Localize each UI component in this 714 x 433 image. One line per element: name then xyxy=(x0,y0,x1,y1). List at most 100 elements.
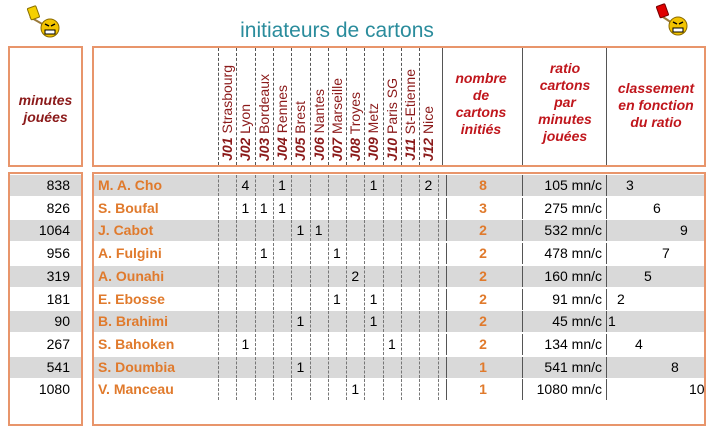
column-divider xyxy=(272,356,274,378)
column-divider xyxy=(382,311,384,333)
card-count xyxy=(255,266,273,287)
card-count xyxy=(328,198,346,219)
yellow-card-angry-face-icon xyxy=(26,5,60,38)
card-count xyxy=(236,266,254,287)
column-divider xyxy=(272,197,274,219)
column-divider xyxy=(236,220,238,242)
column-divider xyxy=(419,288,421,310)
card-count xyxy=(218,289,236,310)
card-count: 1 xyxy=(296,358,305,375)
column-divider xyxy=(364,356,366,378)
column-divider xyxy=(327,243,329,265)
card-count xyxy=(291,379,309,400)
minutes-value: 956 xyxy=(46,245,70,262)
card-count: 1 xyxy=(278,199,286,216)
column-divider xyxy=(291,197,293,219)
card-count xyxy=(291,334,309,355)
minutes-value: 319 xyxy=(46,267,70,284)
column-divider xyxy=(522,175,523,196)
column-divider xyxy=(606,220,607,242)
card-count xyxy=(236,243,254,264)
card-count xyxy=(218,334,236,355)
column-divider xyxy=(382,288,384,310)
column-divider xyxy=(346,175,348,196)
player-name: M. A. Cho xyxy=(98,177,163,193)
card-count xyxy=(328,266,346,287)
card-count xyxy=(310,379,328,400)
card-count xyxy=(273,357,291,378)
column-divider xyxy=(606,379,607,401)
column-divider xyxy=(254,333,256,355)
column-divider xyxy=(272,311,274,333)
column-divider xyxy=(401,175,402,196)
card-count xyxy=(255,379,273,400)
player-name: A. Ounahi xyxy=(98,267,165,284)
table-row: A. Ounahi 2 2 160 mn/c 5 xyxy=(94,265,704,287)
card-count xyxy=(383,311,401,332)
column-divider xyxy=(419,220,421,242)
column-divider xyxy=(309,356,311,378)
column-divider xyxy=(522,288,523,310)
column-divider xyxy=(446,356,447,378)
table-row-minutes: 541 xyxy=(10,356,81,378)
column-divider xyxy=(346,265,348,287)
column-divider xyxy=(218,333,219,355)
total-cards: 3 xyxy=(479,199,487,216)
card-count xyxy=(255,334,273,355)
card-count xyxy=(383,175,401,196)
card-count xyxy=(401,379,419,400)
card-count xyxy=(401,357,419,378)
card-count xyxy=(383,198,401,219)
column-divider xyxy=(327,288,329,310)
card-count xyxy=(346,334,364,355)
player-name: S. Doumbia xyxy=(98,358,176,375)
table-row: S. Doumbia 1 1 541 mn/c 8 xyxy=(94,356,704,378)
match-header-divider xyxy=(346,48,348,165)
column-divider xyxy=(446,243,447,265)
column-divider xyxy=(309,243,311,265)
card-count xyxy=(364,243,382,264)
card-count xyxy=(401,175,419,196)
card-count xyxy=(310,311,328,332)
column-divider xyxy=(272,333,274,355)
ratio-value: 532 mn/c xyxy=(544,222,602,239)
card-count: 1 xyxy=(314,222,323,239)
minutes-value: 1080 xyxy=(38,381,70,398)
column-divider xyxy=(218,220,219,242)
column-divider xyxy=(309,265,311,287)
match-header-divider xyxy=(236,48,238,165)
column-divider xyxy=(606,175,607,196)
column-divider xyxy=(606,356,607,378)
card-count xyxy=(255,311,273,332)
column-divider xyxy=(309,175,311,196)
rank-value: 4 xyxy=(635,335,643,352)
match-header-divider xyxy=(401,48,402,165)
total-cards: 2 xyxy=(479,290,487,307)
card-count xyxy=(419,266,437,287)
column-divider xyxy=(382,175,384,196)
column-divider xyxy=(419,356,421,378)
column-divider xyxy=(606,311,607,333)
card-count xyxy=(310,289,328,310)
column-divider xyxy=(218,356,219,378)
column-divider xyxy=(419,333,421,355)
card-count xyxy=(310,198,328,219)
column-divider xyxy=(446,265,447,287)
column-divider xyxy=(236,333,238,355)
card-count xyxy=(401,243,419,264)
column-divider xyxy=(522,243,523,265)
card-count: 4 xyxy=(241,177,250,193)
rank-value: 8 xyxy=(671,358,679,375)
column-divider xyxy=(382,220,384,242)
card-count xyxy=(291,266,309,287)
card-count xyxy=(346,198,364,219)
column-divider xyxy=(522,311,523,333)
card-count xyxy=(310,243,328,264)
column-divider xyxy=(364,288,366,310)
card-count: 2 xyxy=(351,267,360,284)
total-cards: 2 xyxy=(479,267,487,284)
column-divider xyxy=(437,197,439,219)
card-count: 1 xyxy=(296,222,305,239)
table-row: B. Brahimi 1 1 2 45 mn/c 1 xyxy=(94,311,704,333)
